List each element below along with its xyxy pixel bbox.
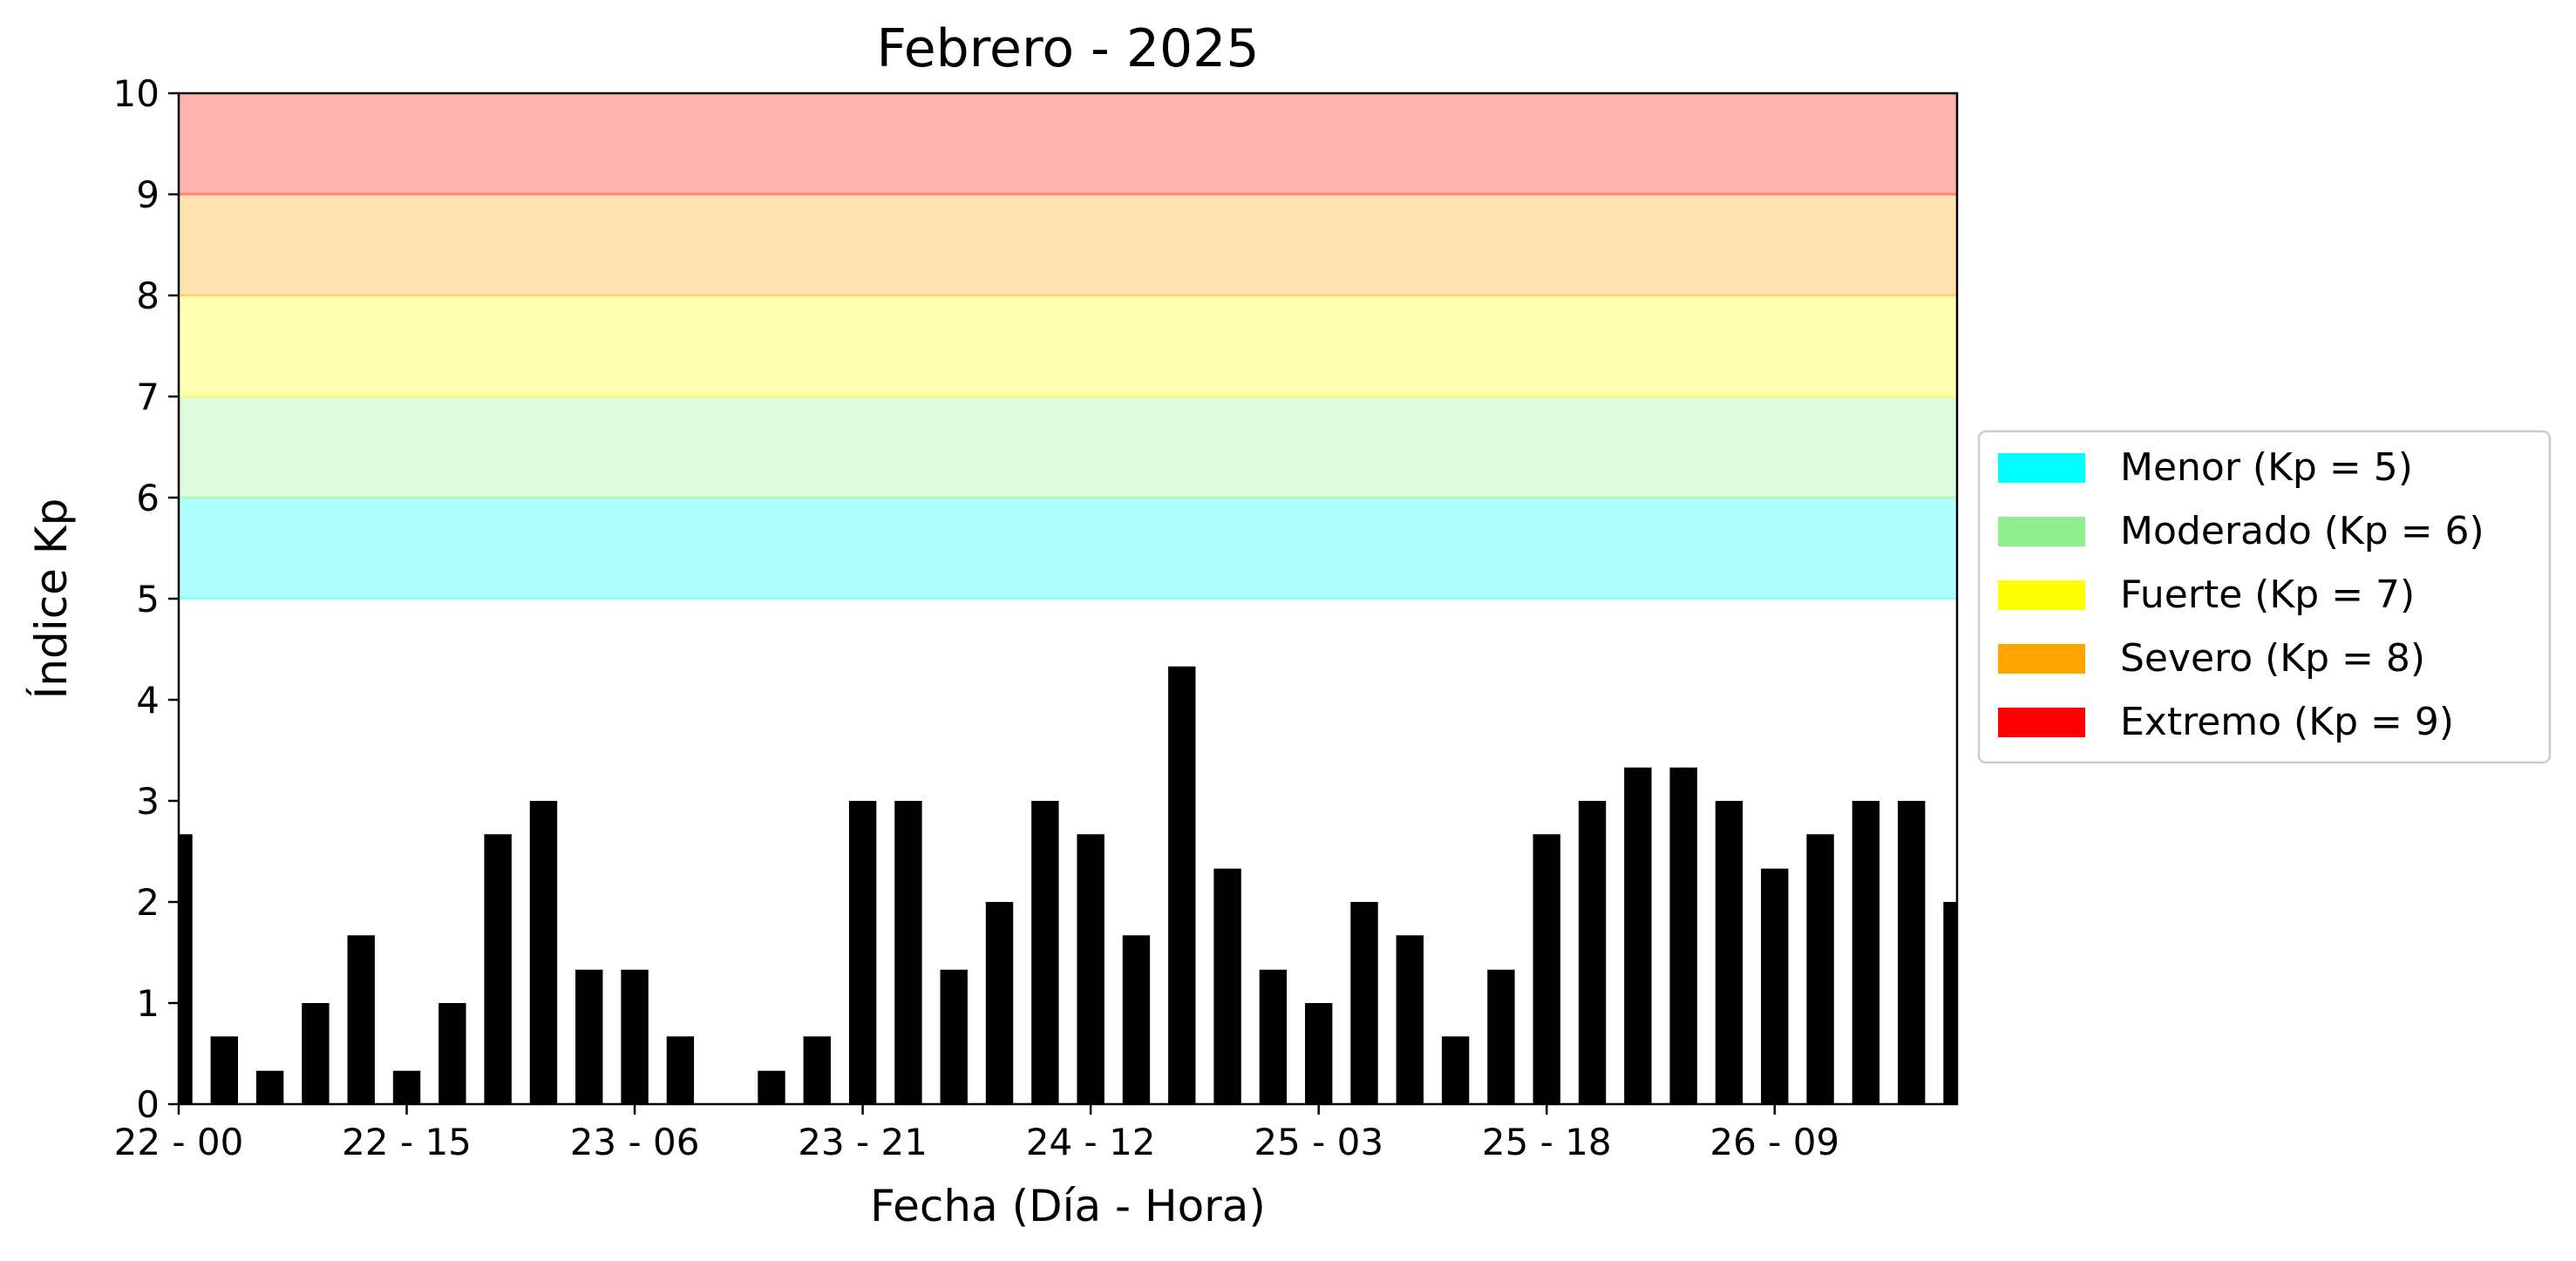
y-tick-label: 1 (136, 982, 160, 1025)
bar-38 (1898, 801, 1926, 1104)
x-tick-label: 25 - 03 (1254, 1121, 1383, 1163)
bar-3 (302, 1003, 330, 1104)
legend-swatch (1998, 644, 2085, 674)
kp-bars (179, 666, 1957, 1104)
x-tick-label: 23 - 21 (798, 1121, 928, 1163)
bar-17 (940, 969, 968, 1104)
legend-label: Extremo (Kp = 9) (2120, 700, 2454, 744)
bar-27 (1396, 935, 1424, 1104)
bar-11 (666, 1036, 695, 1104)
bar-5 (392, 1070, 421, 1104)
y-tick-label: 5 (136, 578, 160, 620)
legend-swatch (1998, 708, 2085, 737)
bar-0 (179, 834, 193, 1104)
bar-14 (803, 1036, 831, 1104)
band-kp-5 (179, 498, 1957, 599)
legend-label: Moderado (Kp = 6) (2120, 509, 2484, 553)
y-tick-label: 0 (136, 1083, 160, 1126)
x-tick-label: 23 - 06 (570, 1121, 700, 1163)
bar-32 (1624, 767, 1652, 1104)
storm-bands (179, 93, 1957, 600)
bar-22 (1168, 666, 1196, 1104)
y-tick-label: 7 (136, 376, 160, 418)
bar-28 (1441, 1036, 1470, 1104)
legend-label: Severo (Kp = 8) (2120, 636, 2425, 681)
chart-title: Febrero - 2025 (876, 18, 1259, 79)
legend: Menor (Kp = 5) Moderado (Kp = 6) Fuerte (K… (1977, 430, 2552, 764)
bar-13 (758, 1070, 785, 1104)
bar-35 (1761, 868, 1789, 1104)
bar-20 (1077, 834, 1104, 1104)
band-kp-7 (179, 295, 1957, 397)
x-tick-label: 22 - 00 (114, 1121, 244, 1163)
bar-4 (347, 935, 375, 1104)
bar-2 (255, 1070, 284, 1104)
bar-1 (210, 1036, 238, 1104)
legend-label: Fuerte (Kp = 7) (2120, 573, 2415, 617)
legend-swatch (1998, 453, 2085, 483)
y-tick-label: 4 (136, 679, 160, 722)
legend-box (1977, 430, 2552, 764)
band-kp-9 (179, 93, 1957, 194)
bar-36 (1806, 834, 1834, 1104)
bar-37 (1852, 801, 1880, 1104)
y-axis-ticks: 0 1 2 3 4 5 6 7 8 9 10 (113, 72, 179, 1126)
y-tick-label: 6 (136, 477, 160, 519)
bar-7 (484, 834, 512, 1104)
bar-34 (1715, 801, 1743, 1104)
plot-frame (177, 92, 1959, 1106)
bar-31 (1578, 801, 1607, 1104)
bar-9 (575, 969, 603, 1104)
legend-swatch (1998, 517, 2085, 546)
x-axis-label: Fecha (Día - Hora) (870, 1181, 1266, 1231)
legend-swatch (1998, 580, 2085, 610)
x-tick-label: 22 - 15 (342, 1121, 472, 1163)
bar-19 (1031, 801, 1059, 1104)
y-tick-label: 3 (136, 780, 160, 823)
bar-10 (621, 969, 649, 1104)
legend-label: Menor (Kp = 5) (2120, 445, 2413, 490)
x-axis-ticks: 22 - 00 22 - 15 23 - 06 23 - 21 24 - 12 25 - … (114, 1104, 1839, 1163)
bar-25 (1305, 1003, 1333, 1104)
band-kp-8 (179, 194, 1957, 295)
bar-30 (1533, 834, 1560, 1104)
bar-6 (438, 1003, 466, 1104)
y-tick-label: 10 (113, 72, 160, 115)
y-axis-label: Índice Kp (25, 498, 77, 700)
bar-8 (529, 801, 558, 1104)
bar-39 (1943, 902, 1957, 1104)
y-tick-label: 2 (136, 881, 160, 924)
bar-21 (1122, 935, 1151, 1104)
x-tick-label: 25 - 18 (1482, 1121, 1612, 1163)
band-kp-6 (179, 397, 1957, 498)
y-tick-label: 9 (136, 173, 160, 216)
bar-26 (1350, 902, 1378, 1104)
bar-15 (848, 801, 877, 1104)
bar-18 (985, 902, 1014, 1104)
bar-24 (1259, 969, 1288, 1104)
bar-29 (1487, 969, 1515, 1104)
bar-33 (1669, 767, 1697, 1104)
x-tick-label: 24 - 12 (1026, 1121, 1156, 1163)
bar-16 (894, 801, 922, 1104)
bar-23 (1213, 868, 1241, 1104)
x-tick-label: 26 - 09 (1709, 1121, 1839, 1163)
y-tick-label: 8 (136, 275, 160, 317)
